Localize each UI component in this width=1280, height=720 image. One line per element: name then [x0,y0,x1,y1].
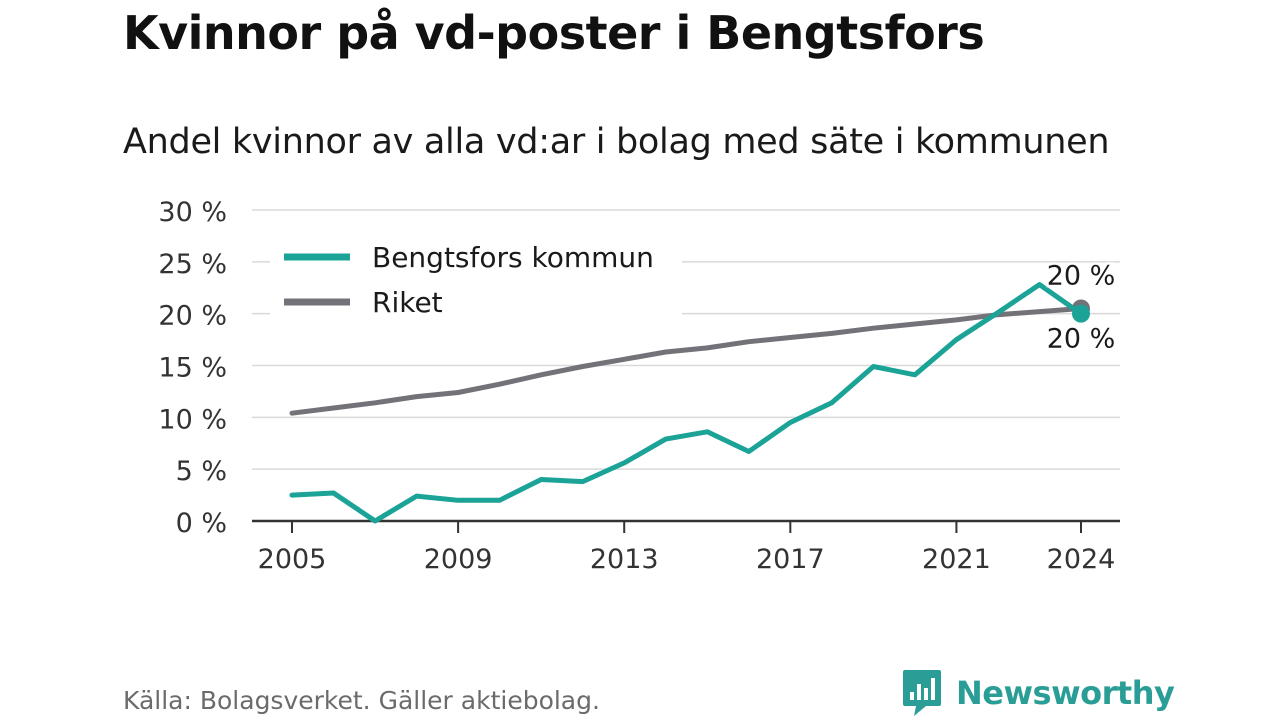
x-tick-label: 2009 [424,544,493,575]
y-tick-label: 30 % [158,197,227,228]
y-tick-label: 15 % [158,353,227,384]
brand-name: Newsworthy [956,674,1175,712]
axes: 0 % 5 % 10 % 15 % 20 % 25 % 30 % 2005 2009 2013 20… [158,197,1120,575]
series-line-0 [289,282,1084,524]
bar-chart-speech-bubble-icon [903,670,941,716]
legend: Bengtsfors kommun Riket [270,230,682,319]
end-value-label: 20 % [1047,324,1116,355]
series-lines [289,282,1090,524]
series-end-point-0 [1072,304,1090,323]
end-value-label: 20 % [1047,260,1116,291]
y-tick-label: 5 % [176,456,227,487]
x-tick-label: 2021 [922,544,991,575]
end-labels: 20 % 20 % [1044,258,1118,357]
chart-subtitle: Andel kvinnor av alla vd:ar i bolag med … [123,122,1110,162]
y-tick-label: 20 % [158,301,227,332]
x-tick-label: 2013 [590,544,659,575]
x-tick-label: 2005 [258,544,327,575]
y-tick-label: 0 % [176,508,227,539]
legend-label: Riket [372,286,443,319]
y-tick-label: 10 % [158,404,227,435]
legend-label: Bengtsfors kommun [372,241,654,274]
source-note: Källa: Bolagsverket. Gäller aktiebolag. [123,686,600,715]
series-line-1 [289,306,1084,416]
y-tick-label: 25 % [158,249,227,280]
x-tick-label: 2024 [1047,544,1116,575]
chart-title: Kvinnor på vd-poster i Bengtsfors [123,6,985,60]
brand: Newsworthy [902,668,1175,718]
x-tick-label: 2017 [756,544,825,575]
